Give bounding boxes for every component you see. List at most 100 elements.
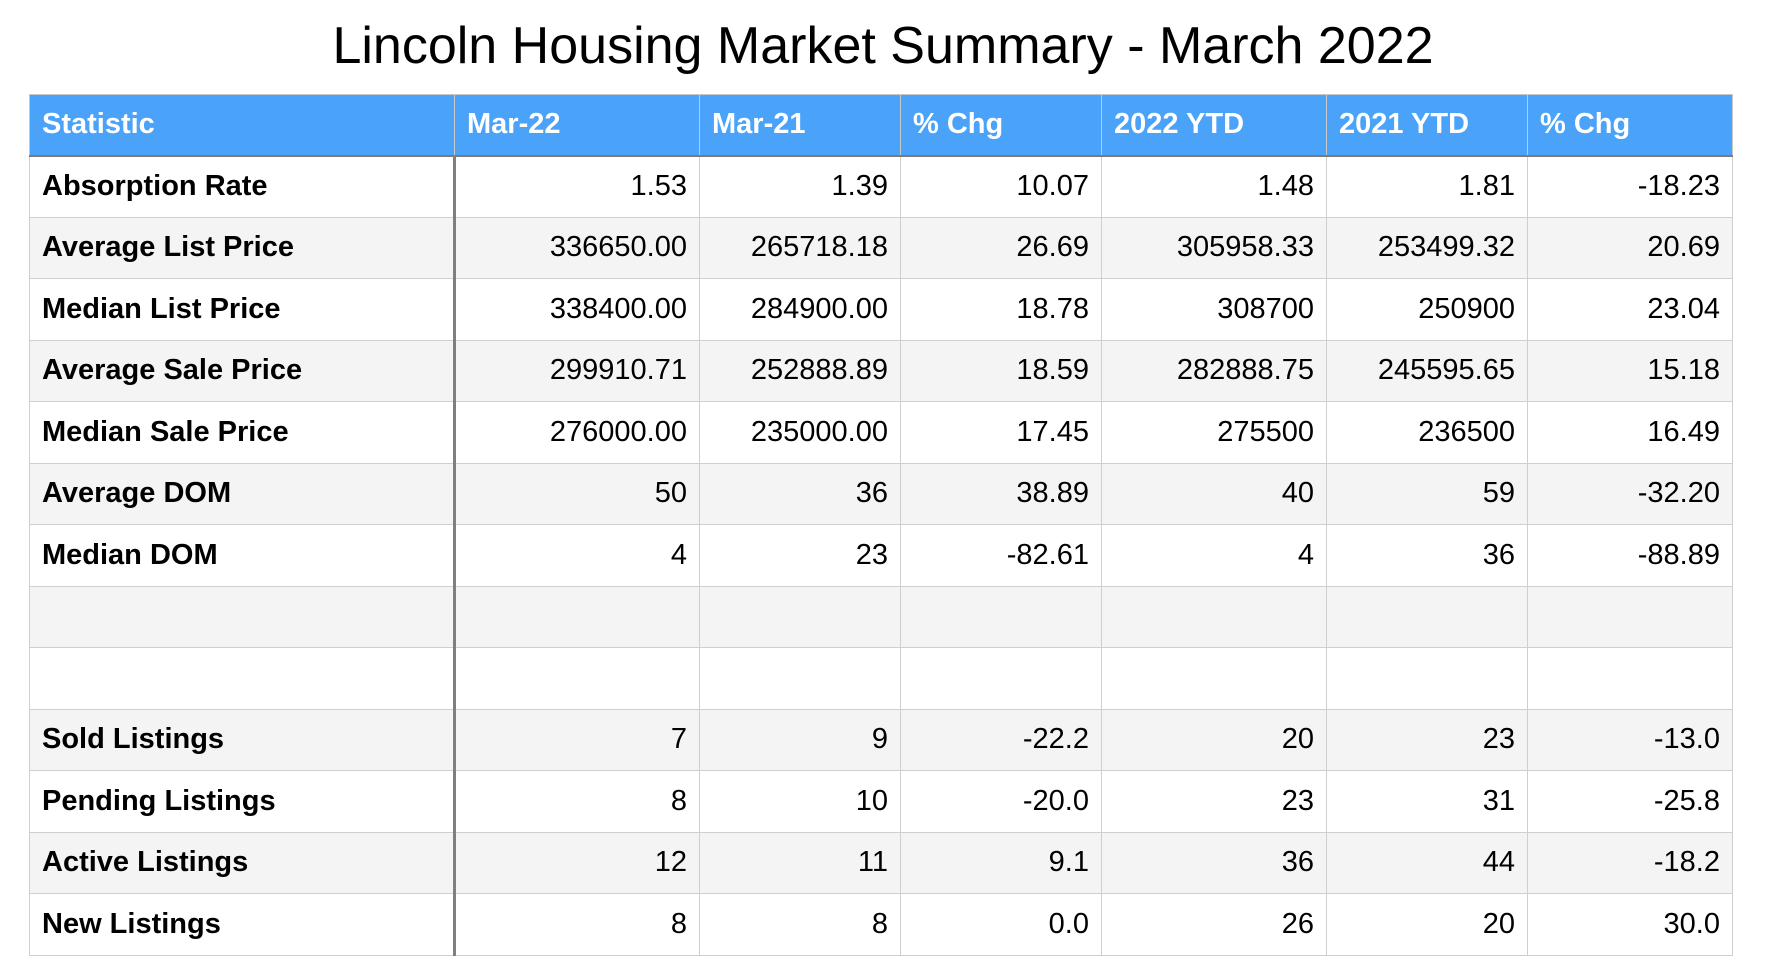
cell-pct-chg-month: 0.0 (900, 893, 1102, 956)
cell-2021-ytd (1326, 647, 1528, 710)
cell-mar-22 (454, 647, 700, 710)
cell-2021-ytd (1326, 585, 1528, 648)
table-row: Average List Price 336650.00 265718.18 26.6… (29, 216, 1733, 279)
cell-pct-chg-month (900, 647, 1102, 710)
cell-statistic: Active Listings (29, 831, 456, 894)
cell-mar-21: 1.39 (699, 155, 901, 218)
cell-pct-chg-ytd: -88.89 (1527, 524, 1733, 587)
table-row: Average Sale Price 299910.71 252888.89 18.5… (29, 339, 1733, 402)
market-summary-table: Statistic Mar-22 Mar-21 % Chg 2022 YTD 2… (29, 94, 1733, 956)
header-cell-mar-21: Mar-21 (699, 94, 901, 157)
table-row: Average DOM 50 36 38.89 40 59 -32.20 (29, 462, 1733, 525)
cell-pct-chg-ytd (1527, 585, 1733, 648)
cell-2021-ytd: 23 (1326, 708, 1528, 771)
cell-pct-chg-month: -22.2 (900, 708, 1102, 771)
cell-mar-21 (699, 585, 901, 648)
cell-mar-21: 235000.00 (699, 401, 901, 464)
header-cell-mar-22: Mar-22 (454, 94, 700, 157)
cell-2021-ytd: 44 (1326, 831, 1528, 894)
cell-pct-chg-month: -20.0 (900, 770, 1102, 833)
cell-pct-chg-ytd: -25.8 (1527, 770, 1733, 833)
cell-mar-22: 1.53 (454, 155, 700, 218)
cell-2022-ytd: 4 (1101, 524, 1327, 587)
cell-pct-chg-ytd: -13.0 (1527, 708, 1733, 771)
cell-statistic: Pending Listings (29, 770, 456, 833)
header-cell-2021-ytd: 2021 YTD (1326, 94, 1528, 157)
cell-statistic: Median Sale Price (29, 401, 456, 464)
cell-statistic (29, 585, 456, 648)
header-cell-statistic: Statistic (29, 94, 455, 157)
cell-pct-chg-ytd: 20.69 (1527, 216, 1733, 279)
cell-2022-ytd: 26 (1101, 893, 1327, 956)
cell-2022-ytd: 36 (1101, 831, 1327, 894)
cell-mar-21: 265718.18 (699, 216, 901, 279)
table-row: Median List Price 338400.00 284900.00 18.78… (29, 278, 1733, 341)
cell-statistic: Average List Price (29, 216, 456, 279)
table-row: Absorption Rate 1.53 1.39 10.07 1.48 1.81 -18.… (29, 155, 1733, 218)
cell-mar-22: 50 (454, 462, 700, 525)
cell-statistic: Average Sale Price (29, 339, 456, 402)
cell-pct-chg-ytd: -18.2 (1527, 831, 1733, 894)
cell-2021-ytd: 250900 (1326, 278, 1528, 341)
cell-pct-chg-ytd: 23.04 (1527, 278, 1733, 341)
cell-2022-ytd: 305958.33 (1101, 216, 1327, 279)
cell-2022-ytd: 20 (1101, 708, 1327, 771)
cell-statistic: Sold Listings (29, 708, 456, 771)
cell-statistic: Median DOM (29, 524, 456, 587)
cell-pct-chg-month: 26.69 (900, 216, 1102, 279)
table-row: Median Sale Price 276000.00 235000.00 17.45… (29, 401, 1733, 464)
cell-pct-chg-month: 18.78 (900, 278, 1102, 341)
cell-mar-22: 338400.00 (454, 278, 700, 341)
cell-mar-22: 12 (454, 831, 700, 894)
cell-pct-chg-ytd: 16.49 (1527, 401, 1733, 464)
cell-statistic: Median List Price (29, 278, 456, 341)
cell-pct-chg-month: 9.1 (900, 831, 1102, 894)
cell-mar-22: 299910.71 (454, 339, 700, 402)
table-row: Pending Listings 8 10 -20.0 23 31 -25.8 (29, 770, 1733, 833)
cell-mar-22: 4 (454, 524, 700, 587)
cell-mar-21: 9 (699, 708, 901, 771)
cell-mar-21: 8 (699, 893, 901, 956)
table-row: Active Listings 12 11 9.1 36 44 -18.2 (29, 831, 1733, 894)
cell-pct-chg-ytd: 15.18 (1527, 339, 1733, 402)
cell-2022-ytd: 275500 (1101, 401, 1327, 464)
table-row: New Listings 8 8 0.0 26 20 30.0 (29, 893, 1733, 956)
cell-2021-ytd: 31 (1326, 770, 1528, 833)
cell-2021-ytd: 245595.65 (1326, 339, 1528, 402)
cell-pct-chg-month (900, 585, 1102, 648)
table-row: Sold Listings 7 9 -22.2 20 23 -13.0 (29, 708, 1733, 771)
cell-statistic: Absorption Rate (29, 155, 456, 218)
cell-mar-21: 252888.89 (699, 339, 901, 402)
cell-2022-ytd: 23 (1101, 770, 1327, 833)
cell-pct-chg-ytd: -32.20 (1527, 462, 1733, 525)
cell-pct-chg-ytd (1527, 647, 1733, 710)
cell-2021-ytd: 253499.32 (1326, 216, 1528, 279)
cell-pct-chg-month: -82.61 (900, 524, 1102, 587)
cell-2021-ytd: 1.81 (1326, 155, 1528, 218)
cell-2022-ytd (1101, 647, 1327, 710)
header-cell-pct-chg-month: % Chg (900, 94, 1102, 157)
header-cell-pct-chg-ytd: % Chg (1527, 94, 1733, 157)
table-body: Absorption Rate 1.53 1.39 10.07 1.48 1.81 -18.… (29, 155, 1733, 956)
table-row: Median DOM 4 23 -82.61 4 36 -88.89 (29, 524, 1733, 587)
cell-mar-22: 276000.00 (454, 401, 700, 464)
cell-2021-ytd: 20 (1326, 893, 1528, 956)
cell-pct-chg-ytd: -18.23 (1527, 155, 1733, 218)
cell-mar-22: 336650.00 (454, 216, 700, 279)
cell-mar-22: 8 (454, 770, 700, 833)
cell-pct-chg-month: 38.89 (900, 462, 1102, 525)
cell-mar-21: 36 (699, 462, 901, 525)
cell-mar-21: 284900.00 (699, 278, 901, 341)
cell-statistic: Average DOM (29, 462, 456, 525)
cell-2022-ytd: 1.48 (1101, 155, 1327, 218)
cell-statistic: New Listings (29, 893, 456, 956)
table-row (29, 585, 1733, 648)
cell-mar-21: 11 (699, 831, 901, 894)
header-row: Statistic Mar-22 Mar-21 % Chg 2022 YTD 2… (29, 94, 1733, 157)
cell-mar-22: 8 (454, 893, 700, 956)
cell-mar-21 (699, 647, 901, 710)
cell-2022-ytd: 308700 (1101, 278, 1327, 341)
cell-mar-22 (454, 585, 700, 648)
cell-statistic (29, 647, 456, 710)
table-row (29, 647, 1733, 710)
